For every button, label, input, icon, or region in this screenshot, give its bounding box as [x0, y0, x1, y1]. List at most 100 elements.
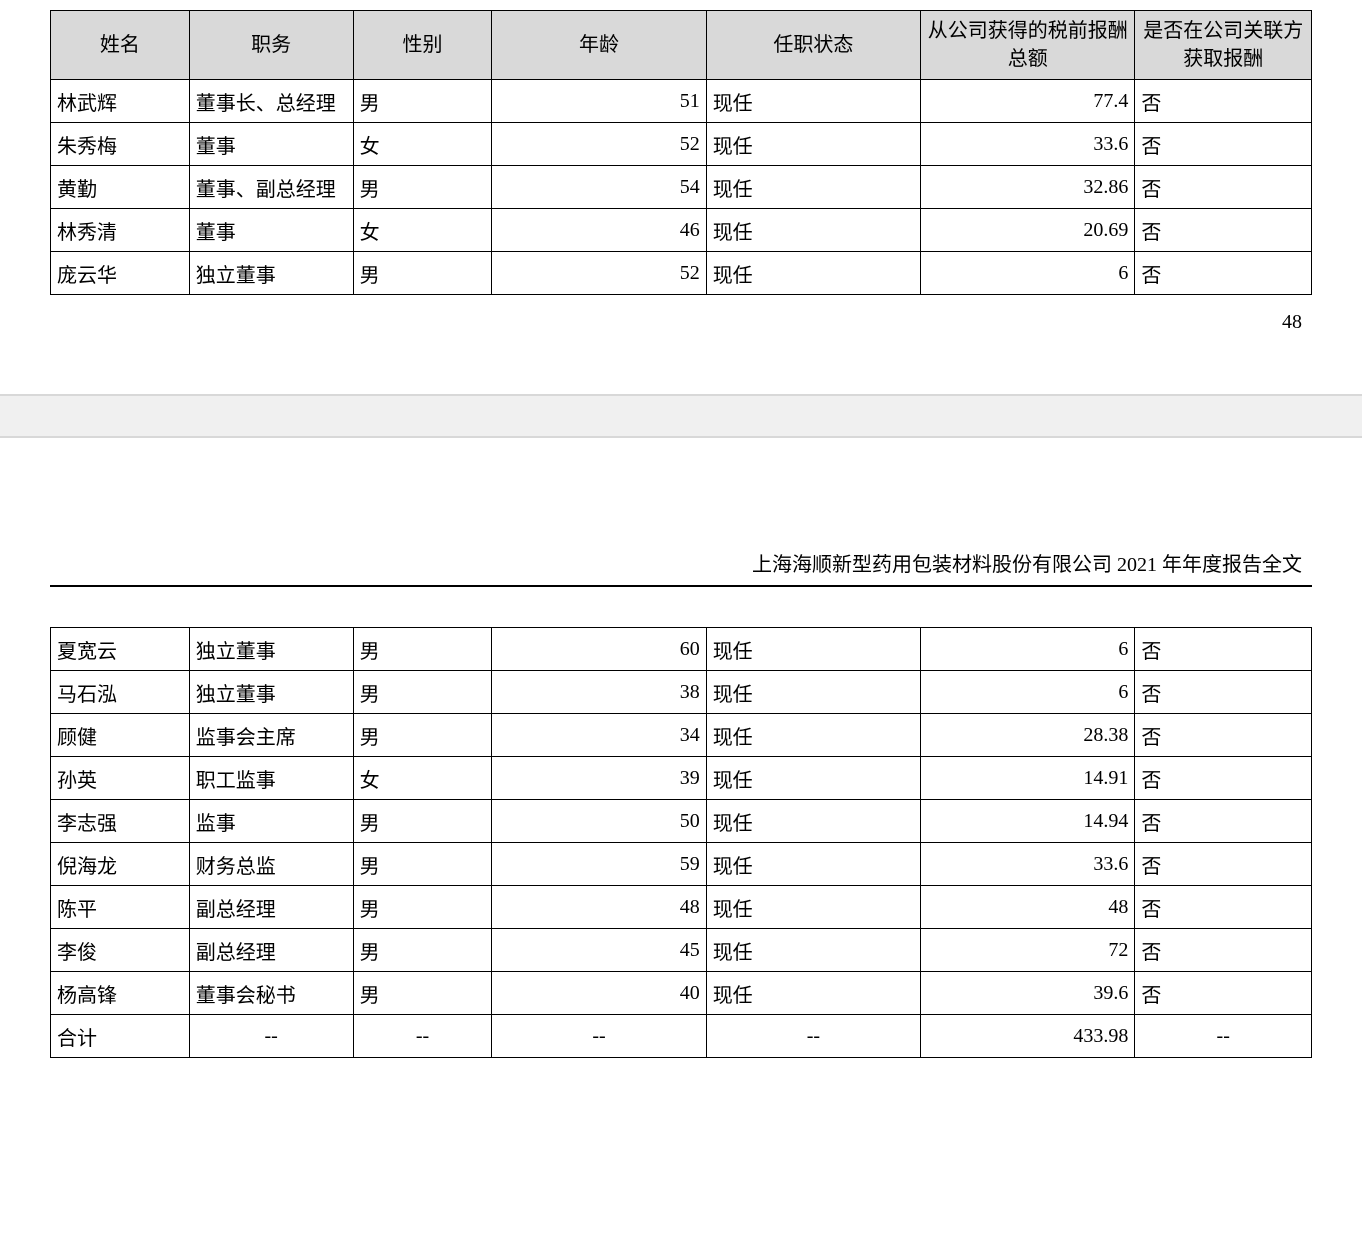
table-cell: 顾健: [51, 714, 190, 757]
table-cell: 54: [492, 166, 706, 209]
table-cell: 朱秀梅: [51, 123, 190, 166]
table-cell: 否: [1135, 843, 1312, 886]
table-row: 庞云华独立董事男52现任6否: [51, 252, 1312, 295]
table-row: 顾健监事会主席男34现任28.38否: [51, 714, 1312, 757]
column-header: 性别: [353, 11, 492, 80]
table-cell: 现任: [706, 757, 920, 800]
table-cell: 现任: [706, 80, 920, 123]
table-cell: 6: [921, 628, 1135, 671]
table-cell: 独立董事: [189, 628, 353, 671]
table-cell: 现任: [706, 929, 920, 972]
table-cell: 庞云华: [51, 252, 190, 295]
table-cell: 李俊: [51, 929, 190, 972]
table-cell: 否: [1135, 800, 1312, 843]
table-cell: 59: [492, 843, 706, 886]
table-cell: 现任: [706, 166, 920, 209]
table-cell: 黄勤: [51, 166, 190, 209]
table-cell: 李志强: [51, 800, 190, 843]
column-header: 姓名: [51, 11, 190, 80]
compensation-table-1: 姓名职务性别年龄任职状态从公司获得的税前报酬总额是否在公司关联方获取报酬 林武辉…: [50, 10, 1312, 295]
table-cell: 董事会秘书: [189, 972, 353, 1015]
total-cell: --: [189, 1015, 353, 1058]
table-row: 陈平副总经理男48现任48否: [51, 886, 1312, 929]
table-cell: 39: [492, 757, 706, 800]
total-cell: 433.98: [921, 1015, 1135, 1058]
table-cell: 否: [1135, 628, 1312, 671]
table-cell: 独立董事: [189, 252, 353, 295]
table-cell: 33.6: [921, 843, 1135, 886]
total-row: 合计--------433.98--: [51, 1015, 1312, 1058]
table-cell: 现任: [706, 671, 920, 714]
table-cell: 现任: [706, 843, 920, 886]
table-cell: 34: [492, 714, 706, 757]
table-cell: 陈平: [51, 886, 190, 929]
table-cell: 女: [353, 123, 492, 166]
table-cell: 职工监事: [189, 757, 353, 800]
table-cell: 现任: [706, 123, 920, 166]
table-cell: 否: [1135, 209, 1312, 252]
table-cell: 男: [353, 628, 492, 671]
table-cell: 现任: [706, 886, 920, 929]
table-cell: 男: [353, 714, 492, 757]
table-cell: 48: [492, 886, 706, 929]
total-cell: --: [706, 1015, 920, 1058]
table-cell: 28.38: [921, 714, 1135, 757]
table-cell: 否: [1135, 252, 1312, 295]
column-header: 年龄: [492, 11, 706, 80]
page-2: 上海海顺新型药用包装材料股份有限公司 2021 年年度报告全文 夏宽云独立董事男…: [0, 548, 1362, 1088]
table-cell: 40: [492, 972, 706, 1015]
table-cell: 现任: [706, 714, 920, 757]
table-cell: 副总经理: [189, 929, 353, 972]
table-cell: 董事: [189, 209, 353, 252]
table-cell: 男: [353, 252, 492, 295]
table-cell: 董事、副总经理: [189, 166, 353, 209]
table-cell: 现任: [706, 209, 920, 252]
table-cell: 52: [492, 123, 706, 166]
table-row: 黄勤董事、副总经理男54现任32.86否: [51, 166, 1312, 209]
table-cell: 男: [353, 800, 492, 843]
total-cell: 合计: [51, 1015, 190, 1058]
table-row: 林秀清董事女46现任20.69否: [51, 209, 1312, 252]
table-cell: 52: [492, 252, 706, 295]
table-cell: 男: [353, 843, 492, 886]
table-cell: 现任: [706, 800, 920, 843]
table-cell: 45: [492, 929, 706, 972]
table-cell: 女: [353, 757, 492, 800]
table-cell: 独立董事: [189, 671, 353, 714]
table-cell: 林秀清: [51, 209, 190, 252]
table-cell: 否: [1135, 972, 1312, 1015]
table-cell: 男: [353, 80, 492, 123]
table-cell: 男: [353, 972, 492, 1015]
table-cell: 监事: [189, 800, 353, 843]
table-cell: 77.4: [921, 80, 1135, 123]
table-cell: 倪海龙: [51, 843, 190, 886]
table-cell: 否: [1135, 929, 1312, 972]
table-cell: 男: [353, 886, 492, 929]
table-row: 倪海龙财务总监男59现任33.6否: [51, 843, 1312, 886]
table-cell: 14.91: [921, 757, 1135, 800]
page-1: 姓名职务性别年龄任职状态从公司获得的税前报酬总额是否在公司关联方获取报酬 林武辉…: [0, 0, 1362, 364]
table-row: 夏宽云独立董事男60现任6否: [51, 628, 1312, 671]
table-cell: 6: [921, 671, 1135, 714]
table-cell: 林武辉: [51, 80, 190, 123]
table-cell: 72: [921, 929, 1135, 972]
table-row: 李俊副总经理男45现任72否: [51, 929, 1312, 972]
table-cell: 否: [1135, 80, 1312, 123]
table-cell: 38: [492, 671, 706, 714]
column-header: 职务: [189, 11, 353, 80]
table-cell: 董事: [189, 123, 353, 166]
table-header-row: 姓名职务性别年龄任职状态从公司获得的税前报酬总额是否在公司关联方获取报酬: [51, 11, 1312, 80]
table-cell: 60: [492, 628, 706, 671]
table-cell: 50: [492, 800, 706, 843]
page-break: [0, 394, 1362, 438]
table-cell: 马石泓: [51, 671, 190, 714]
table-cell: 孙英: [51, 757, 190, 800]
page-number: 48: [50, 295, 1312, 334]
page-2-top-margin: [0, 438, 1362, 548]
table-cell: 14.94: [921, 800, 1135, 843]
table-cell: 否: [1135, 123, 1312, 166]
table-cell: 现任: [706, 252, 920, 295]
column-header: 任职状态: [706, 11, 920, 80]
table-cell: 男: [353, 671, 492, 714]
table-cell: 财务总监: [189, 843, 353, 886]
